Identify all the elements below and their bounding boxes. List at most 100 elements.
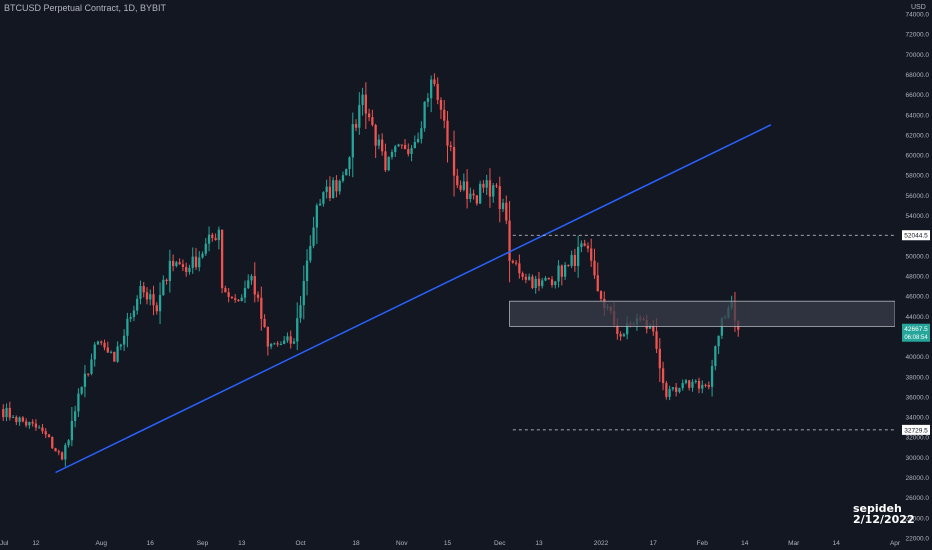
candle [318,199,322,206]
candle-body [234,298,237,300]
candle-body [616,325,619,334]
candle-body [475,195,479,204]
candle [116,341,119,363]
candle [436,77,439,105]
candle-body [622,334,626,337]
time-tick-label: 17 [650,540,658,547]
candle-body [420,128,423,139]
support-label-bg [902,424,930,435]
candle [269,342,273,350]
candle [430,75,433,113]
candle-body [113,351,116,362]
candle-body [292,341,296,344]
candle-body [452,146,456,176]
price-tick-label: 36000.0 [906,394,930,401]
time-tick-label: Feb [697,540,709,547]
candle-body [47,434,51,438]
price-tick-label: 40000.0 [906,354,930,361]
candle-body [116,346,119,362]
candle [299,296,302,323]
candle [256,291,260,302]
candle [528,273,531,281]
candle [325,179,328,199]
candle [18,416,21,426]
price-tick-label: 58000.0 [906,173,930,180]
candle [590,238,593,267]
candle-body [479,183,482,204]
candle [544,276,547,282]
candle [423,101,426,132]
last-price-label: 42667.5 [904,326,928,333]
candle [583,239,586,247]
candle [220,229,224,294]
candle [465,169,469,209]
candle-body [684,380,688,384]
candle [374,123,377,158]
candle [83,365,87,398]
candle [710,359,714,397]
candle-body [717,335,720,347]
candle [384,143,387,173]
candle-body [423,101,426,129]
candle-body [87,373,90,375]
candle [345,168,348,176]
candle [315,203,318,244]
candle [338,179,341,195]
candle-body [142,286,145,293]
candle-body [459,185,462,190]
candle [433,73,436,87]
candle-body [276,343,279,345]
candle [508,201,511,283]
candle [400,144,403,149]
candle [367,108,371,122]
candle-body [550,279,554,286]
price-tick-label: 50000.0 [906,253,930,260]
candle-body [544,278,547,281]
sr-zone [509,300,896,327]
candle [90,353,93,376]
time-tick-label: 14 [833,540,841,547]
candle [619,331,622,341]
candle-body [175,262,178,267]
candle-body [260,297,263,319]
candle-body [31,421,34,424]
candle [665,380,668,400]
candle-body [165,279,168,281]
candle-body [2,409,5,418]
time-tick-label: Nov [396,540,408,547]
candle-body [426,98,430,102]
price-tick-label: 28000.0 [906,475,930,482]
candle-body [299,305,302,319]
candle-body [400,144,403,146]
candle [253,262,256,303]
candle [668,385,671,401]
candle-body [90,359,93,374]
candle-body [361,94,364,106]
price-tick-label: 26000.0 [906,495,930,502]
candle [688,379,691,391]
candle [175,260,178,268]
candle [622,332,626,337]
price-tick-label: 46000.0 [906,294,930,301]
candle-body [596,275,599,292]
candle-body [394,146,397,153]
candle [377,134,381,150]
candle [511,259,514,264]
candle [217,226,220,250]
candle [100,340,103,346]
candle-body [220,229,224,289]
candle-body [648,325,652,329]
candle [661,361,665,391]
price-axis: 74000.0 72000.0 70000.0 68000.0 66000.0 64000… [895,0,932,550]
candle-body [714,346,717,367]
candle-body [691,381,694,388]
candle-body [573,255,577,266]
time-tick-label: Mar [788,540,800,547]
candle [537,271,541,292]
candle-body [498,186,501,210]
support-label: 32729.5 [904,427,928,434]
candle [67,439,70,448]
candle [416,132,420,144]
